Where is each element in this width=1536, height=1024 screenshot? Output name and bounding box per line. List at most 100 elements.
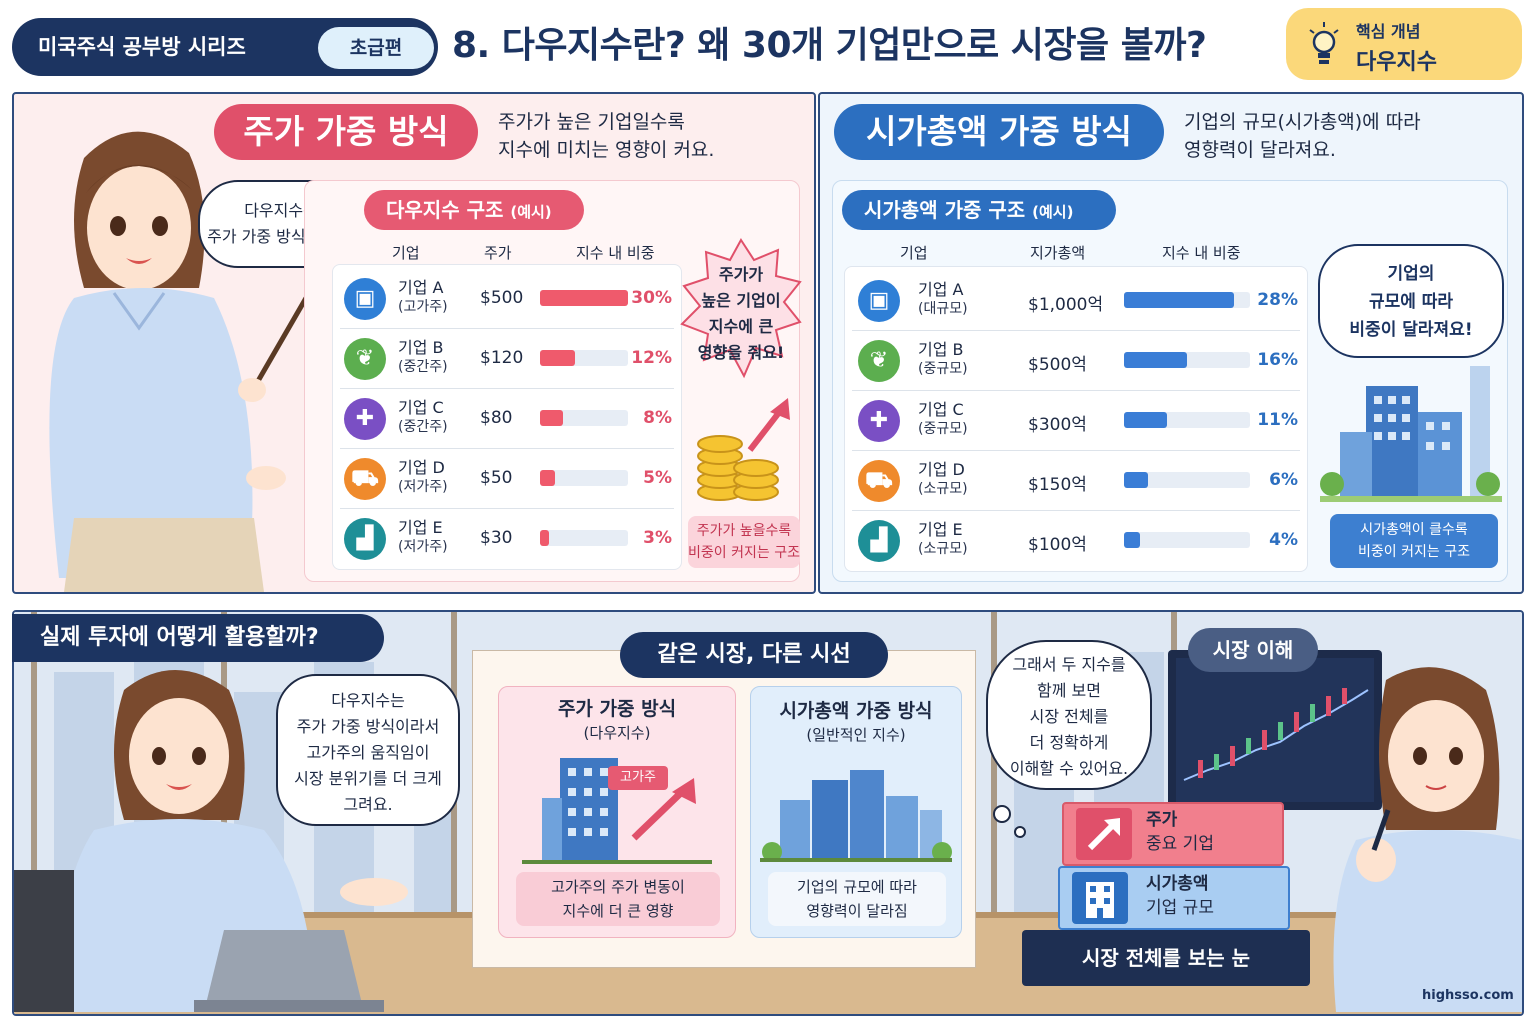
- block-line: 시가총액: [1146, 874, 1209, 894]
- company-icon: ⛟: [344, 458, 386, 500]
- company-name: 기업 B: [918, 340, 964, 359]
- foot-line: 지수에 더 큰 영향: [562, 902, 674, 920]
- structure-title-text: 다우지수 구조: [386, 198, 504, 222]
- row-divider: [340, 508, 674, 509]
- speech-line: 그려요.: [343, 795, 393, 814]
- company-icon-glyph: ⛟: [865, 468, 893, 493]
- price-weighted-title: 주가 가중 방식: [214, 104, 478, 160]
- building-icon: [1072, 872, 1128, 924]
- structure-tag: (예시): [1032, 203, 1074, 221]
- company-value: $50: [480, 468, 513, 488]
- structure-title-text: 시가총액 가중 구조: [864, 198, 1026, 222]
- dow-structure-title: 다우지수 구조 (예시): [364, 190, 584, 230]
- cap-structure-title: 시가총액 가중 구조 (예시): [842, 190, 1116, 230]
- speech-line: 다우지수는: [331, 691, 405, 710]
- bubble-line: 규모에 따라: [1368, 292, 1454, 312]
- weight-bar-track: [1124, 352, 1250, 368]
- company-name: 기업 A: [398, 278, 444, 297]
- company-icon: ✚: [344, 398, 386, 440]
- company-type: (중규모): [918, 361, 968, 377]
- weight-bar-track: [540, 530, 628, 546]
- company-type: (저가주): [398, 479, 448, 495]
- company-name: 기업 C: [398, 398, 444, 417]
- col-weight: 지수 내 비중: [576, 244, 655, 262]
- note-line: 비중이 커지는 구조: [688, 545, 800, 561]
- company-icon-glyph: ✚: [355, 406, 375, 431]
- weight-percent: 8%: [643, 408, 672, 428]
- city-buildings-illustration: [760, 770, 952, 862]
- card1-foot: 고가주의 주가 변동이 지수에 더 큰 영향: [516, 872, 720, 926]
- burst-line: 주가가: [718, 265, 764, 284]
- block-line: 중요 기업: [1146, 834, 1214, 854]
- speech-line: 고가주의 움직임이: [306, 743, 430, 762]
- burst-line: 지수에 큰: [708, 317, 774, 336]
- company-name: 기업 D: [398, 458, 445, 477]
- block-line: 기업 규모: [1146, 898, 1214, 918]
- weight-bar-track: [540, 350, 628, 366]
- market-understanding-label: 시장 이해: [1188, 628, 1318, 672]
- company-icon-glyph: ▟: [870, 528, 888, 553]
- weight-bar-track: [540, 470, 628, 486]
- weight-bar-track: [1124, 472, 1250, 488]
- company-name: 기업 D: [918, 460, 965, 479]
- weight-percent: 12%: [631, 348, 672, 368]
- teacher-laptop-illustration: [14, 670, 408, 1012]
- company-icon: ❦: [858, 340, 900, 382]
- company-name: 기업 C: [918, 400, 964, 419]
- weight-percent: 4%: [1269, 530, 1298, 550]
- company-type: (저가주): [398, 539, 448, 555]
- thought-line: 그래서 두 지수를: [1012, 655, 1126, 674]
- card1-title: 주가 가중 방식: [557, 698, 677, 720]
- weight-bar: [1124, 352, 1187, 368]
- weight-bar-track: [540, 290, 628, 306]
- weight-bar: [540, 530, 549, 546]
- cap-note: 시가총액이 클수록 비중이 커지는 구조: [1330, 514, 1498, 568]
- row-divider: [852, 390, 1300, 391]
- weight-bar: [1124, 472, 1148, 488]
- company-icon-glyph: ✚: [869, 408, 889, 433]
- company-name: 기업 A: [918, 280, 964, 299]
- weight-percent: 30%: [631, 288, 672, 308]
- bubble-line: 비중이 달라져요!: [1349, 320, 1473, 340]
- weight-percent: 3%: [643, 528, 672, 548]
- cap-weighted-desc-2: 영향력이 달라져요.: [1184, 139, 1336, 161]
- weight-percent: 5%: [643, 468, 672, 488]
- cap-weighted-desc-1: 기업의 규모(시가총액)에 따라: [1184, 111, 1421, 133]
- block-cap-text: 시가총액 기업 규모: [1146, 872, 1214, 920]
- series-label: 미국주식 공부방 시리즈: [38, 35, 246, 59]
- weight-bar-track: [1124, 532, 1250, 548]
- price-weighted-desc-1: 주가가 높은 기업일수록: [498, 111, 685, 133]
- note-line: 주가가 높을수록: [696, 523, 792, 539]
- weight-bar: [540, 350, 576, 366]
- company-type: (중간주): [398, 359, 448, 375]
- price-note: 주가가 높을수록 비중이 커지는 구조: [688, 516, 800, 568]
- weight-bar-track: [1124, 292, 1250, 308]
- company-icon-glyph: ❦: [355, 346, 375, 371]
- price-weighted-desc-2: 지수에 미치는 영향이 커요.: [498, 139, 715, 161]
- card1-sub: (다우지수): [583, 724, 651, 742]
- burst-callout: [680, 238, 802, 379]
- company-type: (중간주): [398, 419, 448, 435]
- company-value: $30: [480, 528, 513, 548]
- company-type: (중규모): [918, 421, 968, 437]
- page-title: 8. 다우지수란? 왜 30개 기업만으로 시장을 볼까?: [452, 25, 1207, 66]
- company-value: $1,000억: [1028, 295, 1104, 315]
- weight-bar: [540, 410, 564, 426]
- thought-line: 더 정확하게: [1029, 733, 1109, 752]
- company-icon: ▟: [858, 520, 900, 562]
- thought-bubble: 그래서 두 지수를 함께 보면 시장 전체를 더 정확하게 이해할 수 있어요.: [986, 640, 1152, 790]
- stock-chart-monitor: [1168, 650, 1382, 810]
- company-type: (소규모): [918, 481, 968, 497]
- company-type: (고가주): [398, 299, 448, 315]
- company-icon-glyph: ❦: [869, 348, 889, 373]
- row-divider: [340, 388, 674, 389]
- row-divider: [340, 328, 674, 329]
- company-value: $500: [480, 288, 524, 308]
- foot-line: 기업의 규모에 따라: [797, 878, 917, 896]
- company-name: 기업 E: [398, 518, 443, 537]
- company-name: 기업 E: [918, 520, 963, 539]
- company-icon-glyph: ▟: [356, 526, 374, 551]
- note-line: 시가총액이 클수록: [1360, 522, 1468, 538]
- row-divider: [852, 330, 1300, 331]
- company-type: (대규모): [918, 301, 968, 317]
